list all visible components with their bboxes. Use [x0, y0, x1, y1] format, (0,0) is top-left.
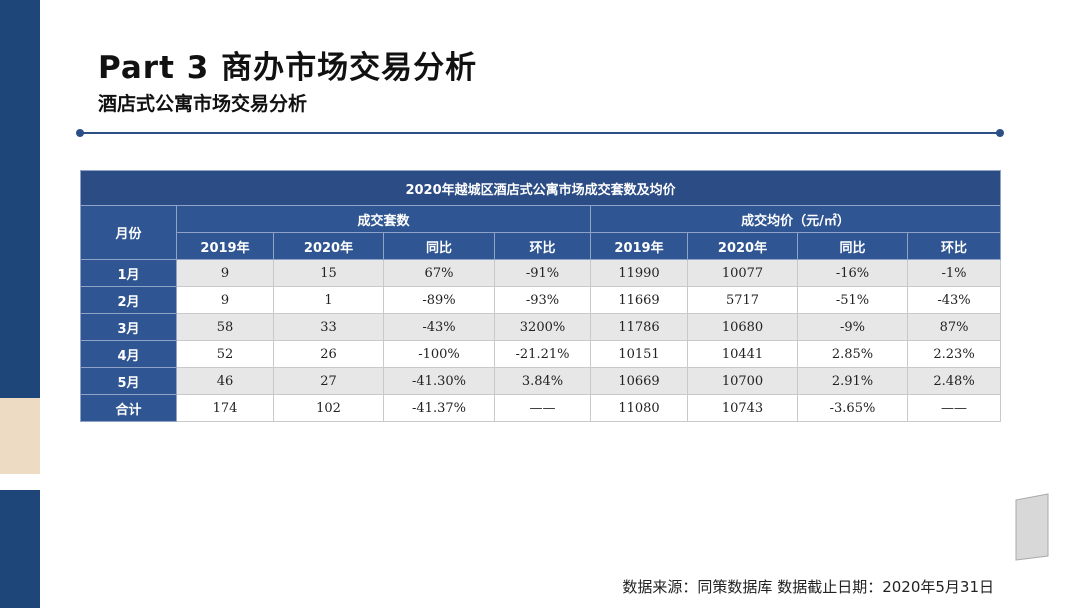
side-bar-accent: [0, 398, 40, 474]
cell: 10441: [687, 340, 798, 368]
group-header: 成交均价（元/㎡）: [589, 205, 1002, 233]
cell: -43%: [906, 286, 1002, 314]
cell: 15: [273, 259, 384, 287]
cell: 10700: [687, 367, 798, 395]
cell: -43%: [383, 313, 495, 341]
cell: -1%: [906, 259, 1002, 287]
sub-header: 同比: [797, 232, 908, 260]
cell: -16%: [797, 259, 908, 287]
cell: ——: [906, 394, 1002, 422]
cell: 2.48%: [906, 367, 1002, 395]
cell: -93%: [494, 286, 591, 314]
cell: -51%: [797, 286, 908, 314]
cell: 10680: [687, 313, 798, 341]
cell: 1: [273, 286, 384, 314]
cell: 10077: [687, 259, 798, 287]
cell: 33: [273, 313, 384, 341]
cell: 9: [176, 286, 274, 314]
logo: [1015, 493, 1049, 561]
cell: 3200%: [494, 313, 591, 341]
group-header-row: 月份 成交套数 成交均价（元/㎡）: [80, 205, 1002, 260]
cell: 2.23%: [906, 340, 1002, 368]
cell: 26: [273, 340, 384, 368]
row-label: 3月: [80, 313, 177, 341]
cell: 11786: [590, 313, 688, 341]
cell: 2.85%: [797, 340, 908, 368]
row-label: 1月: [80, 259, 177, 287]
divider-dot: [76, 129, 84, 137]
title-row: 2020年越城区酒店式公寓市场成交套数及均价: [79, 170, 1002, 206]
logo-shape: [1015, 493, 1049, 561]
cell: -9%: [797, 313, 908, 341]
title: Part 3 商办市场交易分析: [98, 50, 478, 86]
cell: 174: [176, 394, 274, 422]
cell: 67%: [383, 259, 495, 287]
sub-header: 环比: [494, 232, 591, 260]
cell: 10669: [590, 367, 688, 395]
divider: [80, 132, 1000, 134]
cell: 9: [176, 259, 274, 287]
data-table: 2020年越城区酒店式公寓市场成交套数及均价 月份 成交套数 成交均价（元/㎡） 201…: [79, 170, 1002, 422]
table-row: 合计 174 102 -41.37% —— 11080 10743 -3.65% ——: [80, 394, 1002, 422]
side-bar: [0, 490, 40, 608]
sub-header: 环比: [906, 232, 1002, 260]
sub-header: 2019年: [590, 232, 688, 260]
table-row: 3月 58 33 -43% 3200% 11786 10680 -9% 87%: [80, 313, 1002, 341]
side-bar: [0, 0, 40, 398]
cell: 58: [176, 313, 274, 341]
cell: -91%: [494, 259, 591, 287]
cell: -3.65%: [797, 394, 908, 422]
cell: 5717: [687, 286, 798, 314]
month-header: 月份: [80, 205, 177, 260]
cell: 11990: [590, 259, 688, 287]
cell: -41.30%: [383, 367, 495, 395]
row-label: 2月: [80, 286, 177, 314]
sub-header: 同比: [383, 232, 495, 260]
sub-header-row: 2019年 2020年 同比 环比 2019年 2020年 同比 环比: [81, 232, 1002, 260]
row-label: 合计: [80, 394, 177, 422]
table-title: 2020年越城区酒店式公寓市场成交套数及均价: [79, 170, 1002, 206]
cell: 10151: [590, 340, 688, 368]
table-row: 5月 46 27 -41.30% 3.84% 10669 10700 2.91% 2.48%: [80, 367, 1002, 395]
cell: 27: [273, 367, 384, 395]
cell: -89%: [383, 286, 495, 314]
cell: 52: [176, 340, 274, 368]
table-row: 2月 9 1 -89% -93% 11669 5717 -51% -43%: [80, 286, 1002, 314]
cell: 87%: [906, 313, 1002, 341]
cell: 46: [176, 367, 274, 395]
cell: 10743: [687, 394, 798, 422]
cell: 102: [273, 394, 384, 422]
cell: 3.84%: [494, 367, 591, 395]
row-label: 4月: [80, 340, 177, 368]
sub-header: 2020年: [687, 232, 798, 260]
group-header: 成交套数: [176, 205, 591, 233]
cell: 11669: [590, 286, 688, 314]
table-row: 4月 52 26 -100% -21.21% 10151 10441 2.85% 2.23%: [80, 340, 1002, 368]
cell: -41.37%: [383, 394, 495, 422]
table-row: 1月 9 15 67% -91% 11990 10077 -16% -1%: [80, 259, 1002, 287]
sub-header: 2020年: [273, 232, 384, 260]
row-label: 5月: [80, 367, 177, 395]
cell: -100%: [383, 340, 495, 368]
subtitle: 酒店式公寓市场交易分析: [98, 93, 308, 115]
sub-header: 2019年: [176, 232, 274, 260]
divider-dot: [996, 129, 1004, 137]
source-note: 数据来源：同策数据库 数据截止日期：2020年5月31日: [622, 578, 994, 596]
cell: 11080: [590, 394, 688, 422]
cell: 2.91%: [797, 367, 908, 395]
cell: ——: [494, 394, 591, 422]
cell: -21.21%: [494, 340, 591, 368]
